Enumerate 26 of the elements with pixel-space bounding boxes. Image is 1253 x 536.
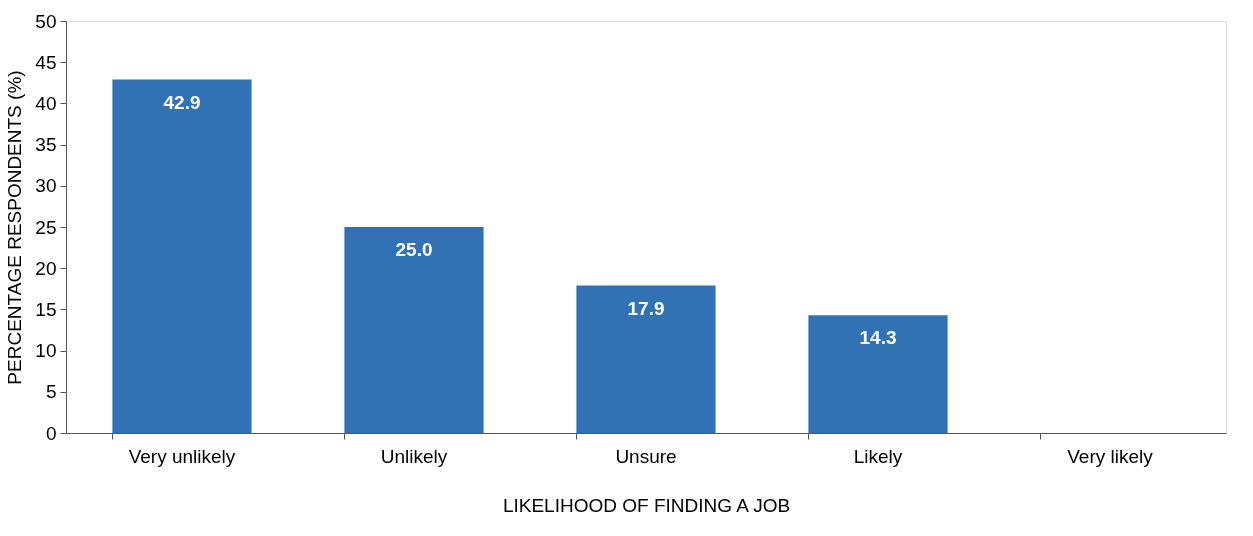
bar bbox=[112, 79, 252, 433]
y-tick-label: 25 bbox=[35, 216, 57, 238]
y-tick-label: 15 bbox=[35, 298, 57, 320]
y-tick-label: 40 bbox=[35, 92, 57, 114]
data-label: 42.9 bbox=[163, 91, 201, 113]
y-tick-label: 5 bbox=[45, 381, 57, 403]
y-tick-label: 50 bbox=[35, 10, 57, 32]
x-tick-label: Unsure bbox=[615, 445, 677, 467]
y-axis-title: PERCENTAGE RESPONDENTS (%) bbox=[4, 70, 26, 385]
y-tick-label: 30 bbox=[35, 175, 57, 197]
x-tick-label: Very unlikely bbox=[128, 445, 236, 467]
data-label: 17.9 bbox=[627, 297, 665, 319]
x-axis-title: LIKELIHOOD OF FINDING A JOB bbox=[502, 494, 791, 516]
x-tick-label: Unlikely bbox=[380, 445, 448, 467]
y-tick-label: 20 bbox=[35, 257, 57, 279]
data-label: 14.3 bbox=[859, 327, 897, 349]
y-tick-label: 45 bbox=[35, 51, 57, 73]
data-label: 25.0 bbox=[395, 239, 433, 260]
bar bbox=[808, 315, 948, 433]
bar bbox=[344, 227, 484, 433]
bar bbox=[576, 285, 716, 433]
y-tick-label: 35 bbox=[35, 134, 57, 156]
x-tick-label: Very likely bbox=[1067, 445, 1154, 467]
y-tick-label: 10 bbox=[35, 340, 57, 362]
y-tick-label: 0 bbox=[45, 422, 57, 444]
x-tick-label: Likely bbox=[853, 445, 903, 467]
